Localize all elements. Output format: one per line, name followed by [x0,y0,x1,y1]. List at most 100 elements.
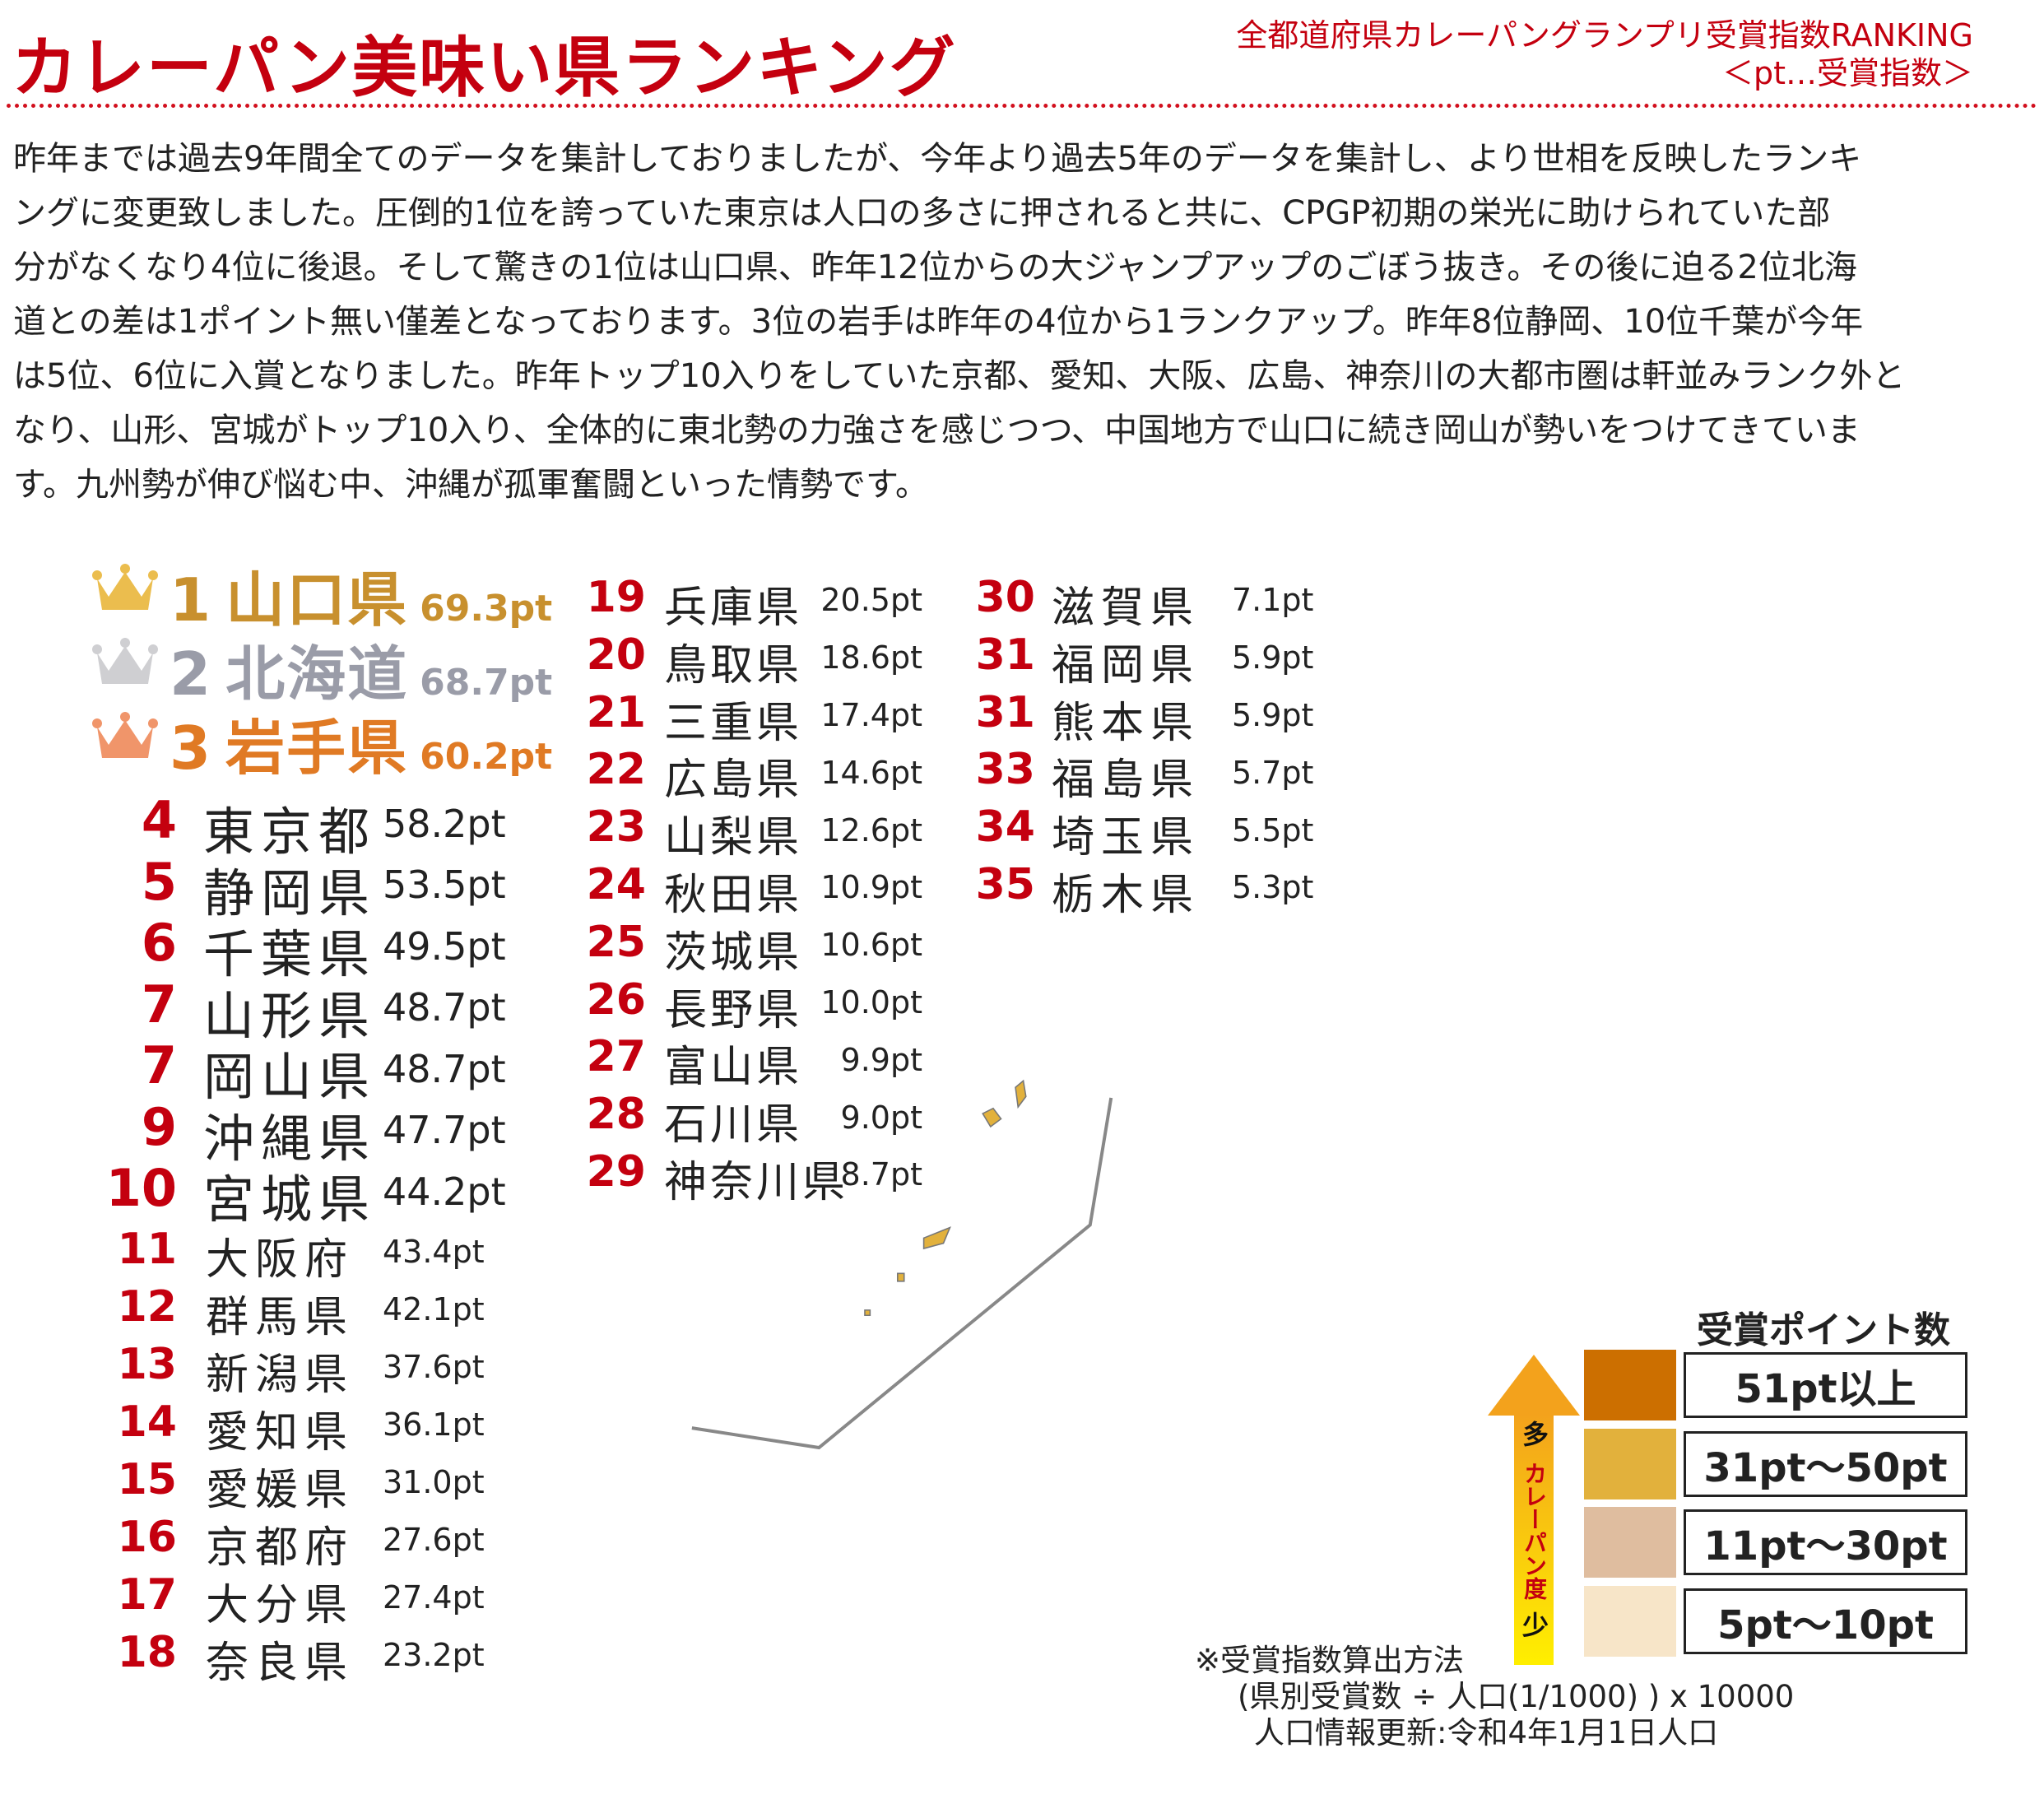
subtitle-line: ＜pt…受賞指数＞ [1721,55,1973,91]
prefecture-name: 福岡県 [1052,640,1201,690]
prefecture-name: 大分県 [206,1581,355,1630]
prefecture-name: 神奈川県 [664,1158,849,1207]
top3-row: 1 山口県 69.3pt [91,551,552,635]
rank-number: 2 [170,639,211,709]
rank-number: 3 [170,714,211,783]
prefecture-name: 山形県 [203,985,377,1046]
points: 48.7pt [383,985,506,1030]
rank-number: 26 [586,974,646,1025]
points: 5.9pt [1232,639,1314,676]
legend-swatch [1584,1585,1676,1657]
rank-number: 29 [586,1147,646,1197]
points: 9.9pt [840,1041,922,1078]
prefecture-name: 奈良県 [206,1639,355,1688]
top3-row: 2 北海道 68.7pt [91,625,552,709]
prefecture-name: 山口県 [225,565,409,635]
rank-number: 4 [141,790,177,850]
arrow-label-less: 少 [1518,1611,1549,1638]
rank-number: 6 [141,913,177,973]
prefecture-name: 石川県 [664,1100,803,1151]
rank-number: 19 [586,573,646,622]
legend-swatch [1584,1428,1676,1499]
legend-label: 31pt〜50pt [1684,1430,1967,1497]
intro-line: 分がなくなり4位に後退。そして驚きの1位は山口県、昨年12位からの大ジャンプアッ… [13,249,1857,286]
legend-label: 11pt〜30pt [1684,1509,1967,1575]
prefecture-name: 栃木県 [1052,871,1201,920]
points: 10.0pt [820,984,922,1021]
legend-label: 51pt以上 [1684,1352,1967,1418]
prefecture-name: 広島県 [664,756,803,806]
rank-number: 20 [586,630,646,680]
rank-number: 33 [975,745,1035,795]
arrow-label-degree: カレーパン度 [1521,1462,1548,1600]
prefecture-name: 岩手県 [225,714,409,783]
rank-number: 21 [586,687,646,737]
rank-number: 14 [117,1397,177,1447]
points: 10.9pt [820,869,922,906]
rank-number: 23 [586,802,646,853]
points: 37.6pt [383,1349,485,1386]
points: 7.1pt [1232,582,1314,619]
points: 23.2pt [383,1637,485,1674]
top3-row: 3 岩手県 60.2pt [91,700,552,783]
rank-number: 7 [141,1035,177,1095]
prefecture-name: 長野県 [664,985,803,1035]
curry-degree-arrow: 多 カレーパン度 少 [1514,1414,1554,1665]
intro-line: す。九州勢が伸び悩む中、沖縄が孤軍奮闘といった情勢です。 [13,466,928,504]
prefecture-name: 兵庫県 [664,584,803,633]
footnote-update: 人口情報更新:令和4年1月1日人口 [1254,1715,1719,1751]
prefecture-name: 新潟県 [206,1351,355,1400]
intro-line: 道との差は1ポイント無い僅差となっております。3位の岩手は昨年の4位から1ランク… [13,303,1864,341]
points: 31.0pt [383,1464,485,1501]
footnote-formula: (県別受賞数 ÷ 人口(1/1000) ) x 10000 [1238,1679,1795,1714]
prefecture-name: 愛媛県 [206,1466,355,1515]
rank-number: 11 [117,1225,177,1274]
prefecture-name: 茨城県 [664,928,803,978]
points: 10.6pt [820,927,922,964]
legend-label: 5pt〜10pt [1684,1588,1967,1654]
prefecture-name: 秋田県 [664,871,803,920]
small-islands [864,1079,1027,1317]
points: 47.7pt [383,1108,506,1153]
rank-number: 12 [117,1282,177,1332]
legend-title: 受賞ポイント数 [1697,1309,1950,1351]
points: 44.2pt [383,1169,506,1214]
prefecture-name: 宮城県 [203,1169,377,1230]
footnote: ※受賞指数算出方法 (県別受賞数 ÷ 人口(1/1000) ) x 10000 … [1195,1643,1794,1751]
points: 8.7pt [840,1156,922,1193]
prefecture-name: 北海道 [225,639,409,709]
rank-number: 10 [105,1158,177,1218]
points: 14.6pt [820,754,922,791]
crown-icon [91,638,160,687]
rank-number: 7 [141,974,177,1035]
intro-line: は5位、6位に入賞となりました。昨年トップ10入りをしていた京都、愛知、大阪、広… [13,357,1906,395]
prefecture-name: 熊本県 [1052,698,1201,748]
points: 5.7pt [1232,754,1314,791]
points: 20.5pt [820,582,922,619]
rank-number: 28 [586,1090,646,1140]
points: 49.5pt [383,923,506,969]
prefecture-name: 鳥取県 [664,640,803,690]
points: 68.7pt [420,662,553,704]
rank-number: 22 [586,745,646,795]
rank-number: 25 [586,917,646,967]
subtitle-line: 全都道府県カレーパングランプリ受賞指数RANKING [1236,17,1973,53]
arrow-up-icon [1488,1355,1580,1416]
footnote-title: ※受賞指数算出方法 [1195,1643,1465,1678]
intro-line: 昨年までは過去9年間全てのデータを集計しておりましたが、今年より過去5年のデータ… [13,140,1862,178]
rank-number: 15 [117,1455,177,1504]
points: 5.9pt [1232,697,1314,734]
intro-paragraph: 昨年までは過去9年間全てのデータを集計しておりましたが、今年より過去5年のデータ… [13,132,2037,512]
prefecture-name: 愛知県 [206,1408,355,1458]
rank-number: 35 [975,860,1035,909]
rank-number: 5 [141,851,177,912]
points: 60.2pt [420,736,553,778]
prefecture-name: 千葉県 [203,924,377,984]
rank-number: 24 [586,860,646,909]
rank-number: 31 [975,687,1035,737]
points: 69.3pt [420,588,553,630]
points: 5.3pt [1232,869,1314,906]
prefecture-name: 静岡県 [203,862,377,923]
points: 27.4pt [383,1579,485,1616]
rank-number: 31 [975,630,1035,680]
